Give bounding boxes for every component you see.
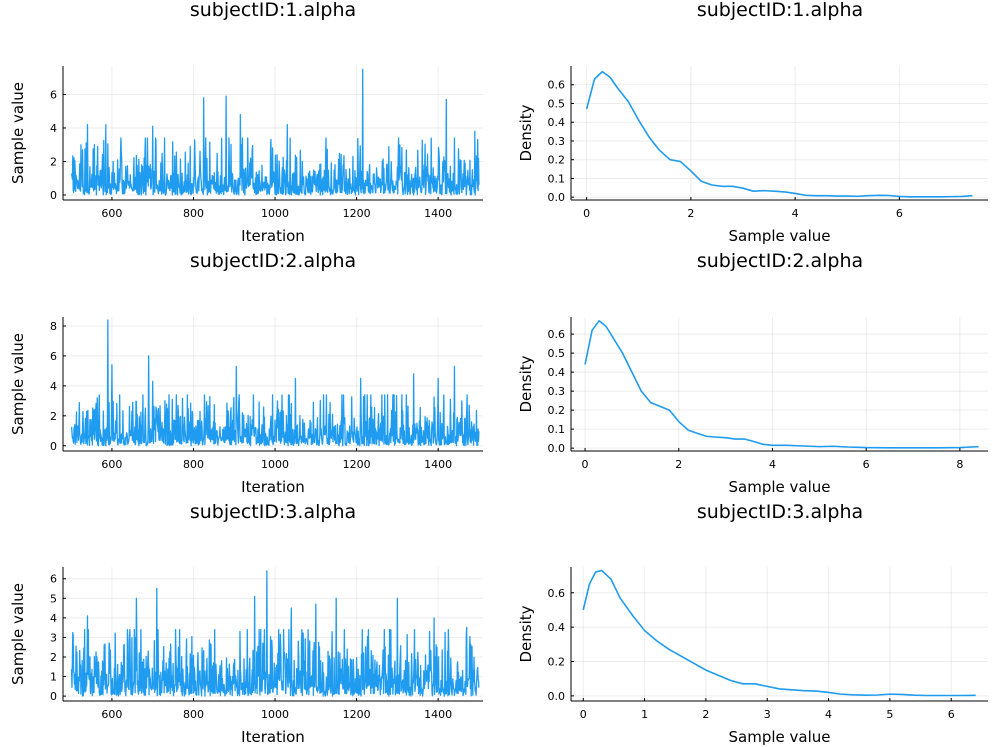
x-tick-label: 4 xyxy=(792,207,799,220)
y-tick-label: 4 xyxy=(50,612,57,625)
density-line xyxy=(585,70,973,198)
y-tick-label: 0.4 xyxy=(548,621,566,634)
x-tick-label: 4 xyxy=(769,458,776,471)
x-tick-label: 1400 xyxy=(424,708,452,721)
y-axis-label: Density xyxy=(517,605,535,662)
y-tick-label: 2 xyxy=(50,155,57,168)
x-tick-label: 1400 xyxy=(424,207,452,220)
x-tick-label: 1000 xyxy=(261,207,289,220)
trace-line xyxy=(70,68,480,196)
y-tick-label: 0.6 xyxy=(548,328,566,341)
panel-title: subjectID:1.alpha xyxy=(697,0,863,21)
x-tick-label: 1200 xyxy=(343,708,371,721)
x-tick-label: 0 xyxy=(583,207,590,220)
y-tick-label: 6 xyxy=(50,350,57,363)
y-axis-label: Sample value xyxy=(9,333,27,435)
trace-line xyxy=(70,570,480,697)
panel-1: 600 800 1000 1200 1400 0 2 4 6 subjectID:1.alpha I… xyxy=(9,0,483,245)
x-tick-label: 5 xyxy=(886,708,893,721)
x-tick-label: 6 xyxy=(948,708,955,721)
panel-title: subjectID:3.alpha xyxy=(190,501,356,523)
y-tick-label: 0.3 xyxy=(548,135,566,148)
y-tick-label: 0.3 xyxy=(548,385,566,398)
y-tick-label: 1 xyxy=(50,671,57,684)
x-tick-label: 1000 xyxy=(261,708,289,721)
y-tick-label: 3 xyxy=(50,631,57,644)
y-tick-label: 0.0 xyxy=(548,442,566,455)
y-tick-label: 0.6 xyxy=(548,79,566,92)
y-tick-label: 4 xyxy=(50,122,57,135)
panel-4: 0 2 4 6 8 0.0 0.1 0.2 0.3 0.4 0.5 0.6 subjectID:2.al… xyxy=(517,250,988,496)
density-line xyxy=(584,320,979,449)
y-tick-label: 0.2 xyxy=(548,404,566,417)
x-tick-label: 2 xyxy=(687,207,694,220)
x-axis-label: Iteration xyxy=(241,728,305,746)
panel-title: subjectID:1.alpha xyxy=(190,0,356,21)
x-tick-label: 600 xyxy=(101,458,122,471)
x-axis-label: Iteration xyxy=(241,478,305,496)
y-axis-label: Density xyxy=(517,355,535,412)
panel-title: subjectID:2.alpha xyxy=(697,250,863,272)
x-axis-label: Sample value xyxy=(729,478,831,496)
y-tick-label: 0 xyxy=(50,189,57,202)
y-tick-label: 0.5 xyxy=(548,97,566,110)
y-tick-label: 0 xyxy=(50,690,57,703)
y-tick-label: 8 xyxy=(50,320,57,333)
y-axis-label: Sample value xyxy=(9,82,27,184)
x-tick-label: 1200 xyxy=(343,458,371,471)
y-tick-label: 0.2 xyxy=(548,655,566,668)
panel-5: 600 800 1000 1200 1400 0 1 2 3 4 5 6 subjectID:3.alp… xyxy=(9,501,483,746)
x-tick-label: 800 xyxy=(183,207,204,220)
x-tick-label: 600 xyxy=(101,708,122,721)
y-axis-label: Sample value xyxy=(9,583,27,685)
x-tick-label: 2 xyxy=(675,458,682,471)
x-tick-label: 8 xyxy=(956,458,963,471)
x-tick-label: 600 xyxy=(101,207,122,220)
x-tick-label: 800 xyxy=(183,458,204,471)
x-tick-label: 6 xyxy=(896,207,903,220)
y-tick-label: 0.4 xyxy=(548,366,566,379)
y-tick-label: 2 xyxy=(50,410,57,423)
y-tick-label: 0 xyxy=(50,440,57,453)
density-line xyxy=(582,569,976,697)
y-tick-label: 0.6 xyxy=(548,587,566,600)
y-tick-label: 0.1 xyxy=(548,423,566,436)
x-tick-label: 1000 xyxy=(261,458,289,471)
panel-6: 0 1 2 3 4 5 6 0.0 0.2 0.4 0.6 subjectID:3.alpha Samp… xyxy=(517,501,988,746)
x-tick-label: 0 xyxy=(582,458,589,471)
y-tick-label: 0.0 xyxy=(548,690,566,703)
panel-title: subjectID:2.alpha xyxy=(190,250,356,272)
y-tick-label: 0.2 xyxy=(548,154,566,167)
y-tick-label: 6 xyxy=(50,573,57,586)
y-tick-label: 4 xyxy=(50,380,57,393)
x-tick-label: 4 xyxy=(825,708,832,721)
x-tick-label: 6 xyxy=(863,458,870,471)
y-tick-label: 2 xyxy=(50,651,57,664)
x-tick-label: 0 xyxy=(580,708,587,721)
x-tick-label: 1200 xyxy=(343,207,371,220)
y-tick-label: 0.5 xyxy=(548,347,566,360)
panel-2: 0 2 4 6 0.0 0.1 0.2 0.3 0.4 0.5 0.6 subjectID:1.alp… xyxy=(517,0,988,245)
x-axis-label: Sample value xyxy=(729,227,831,245)
x-axis-label: Sample value xyxy=(729,728,831,746)
x-tick-label: 1400 xyxy=(424,458,452,471)
x-tick-label: 800 xyxy=(183,708,204,721)
y-axis-label: Density xyxy=(517,104,535,161)
y-tick-label: 0.4 xyxy=(548,116,566,129)
y-tick-label: 6 xyxy=(50,88,57,101)
panel-3: 600 800 1000 1200 1400 0 2 4 6 8 subjectID:2.alpha… xyxy=(9,250,483,496)
y-tick-label: 0.0 xyxy=(548,191,566,204)
x-tick-label: 2 xyxy=(702,708,709,721)
x-axis-label: Iteration xyxy=(241,227,305,245)
y-tick-label: 0.1 xyxy=(548,172,566,185)
x-tick-label: 3 xyxy=(764,708,771,721)
trace-line xyxy=(70,319,480,447)
panel-title: subjectID:3.alpha xyxy=(697,501,863,523)
y-tick-label: 5 xyxy=(50,592,57,605)
x-tick-label: 1 xyxy=(641,708,648,721)
